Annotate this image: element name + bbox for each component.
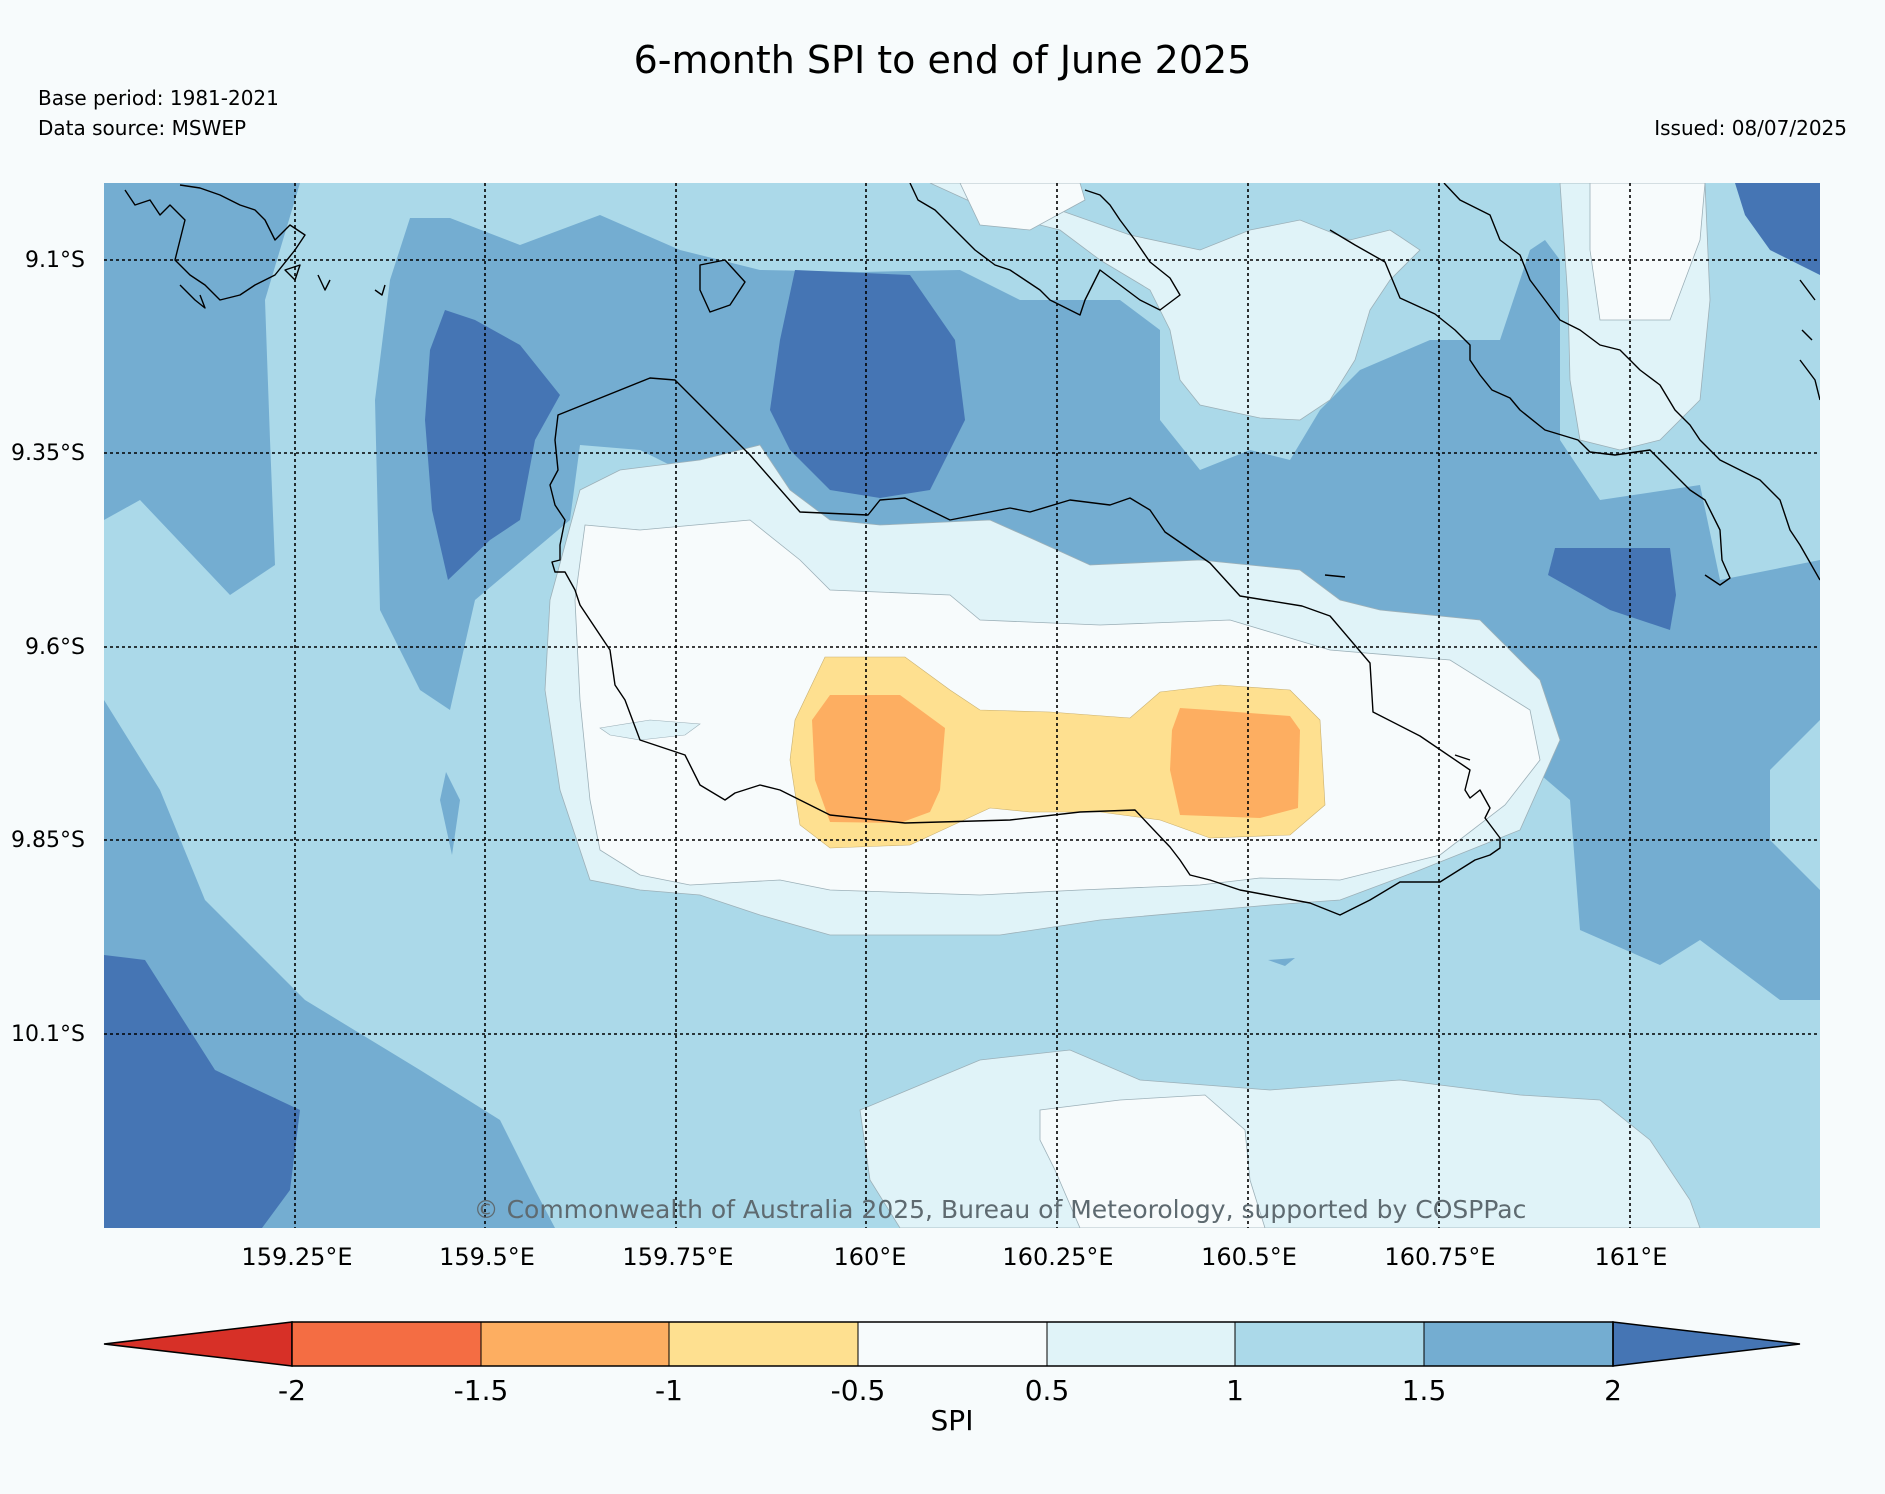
- lon-label-161: 161°E: [1595, 1243, 1668, 1271]
- lon-label-159.25: 159.25°E: [241, 1243, 352, 1271]
- issued-date-text: Issued: 08/07/2025: [1654, 116, 1847, 140]
- colorbar-swatch-high-extend: [1612, 1321, 1801, 1367]
- field-spi-gt-2: [104, 183, 1820, 1228]
- longitude-labels: 159.25°E 159.5°E 159.75°E 160°E 160.25°E…: [241, 1243, 1667, 1271]
- colorbar-tick-4: -0.5: [831, 1374, 886, 1407]
- lon-label-160: 160°E: [834, 1243, 907, 1271]
- colorbar-tick-5: 0.5: [1025, 1374, 1070, 1407]
- colorbar-tick-3: -1: [655, 1374, 683, 1407]
- lon-label-160.5: 160.5°E: [1201, 1243, 1297, 1271]
- colorbar-swatch-5: [1047, 1322, 1235, 1366]
- colorbar-tick-7: 1.5: [1402, 1374, 1447, 1407]
- colorbar-swatch-7: [1424, 1322, 1613, 1366]
- lat-label-9.35: 9.35°S: [11, 441, 85, 466]
- colorbar-swatch-4: [858, 1322, 1047, 1366]
- colorbar-tick-2: -1.5: [454, 1374, 509, 1407]
- map-title: 6-month SPI to end of June 2025: [633, 38, 1252, 82]
- colorbar: -2 -1.5 -1 -0.5 0.5 1 1.5 2 SPI: [103, 1321, 1801, 1437]
- latitude-labels: 9.1°S 9.35°S 9.6°S 9.85°S 10.1°S: [11, 248, 85, 1047]
- graticule: [104, 183, 1820, 1228]
- lon-label-160.25: 160.25°E: [1002, 1243, 1113, 1271]
- colorbar-frame: [291, 1321, 1614, 1367]
- field-spi-0.5-to-1-small: [599, 719, 701, 741]
- colorbar-swatch-6: [1235, 1322, 1424, 1366]
- colorbar-tick-1: -2: [278, 1374, 306, 1407]
- base-period-text: Base period: 1981-2021: [38, 86, 279, 110]
- colorbar-swatch-3: [669, 1322, 858, 1366]
- colorbar-swatch-2: [481, 1322, 669, 1366]
- colorbar-tick-6: 1: [1226, 1374, 1244, 1407]
- colorbar-swatch-low-extend: [103, 1321, 293, 1367]
- colorbar-swatch-1: [292, 1322, 481, 1366]
- lon-label-159.5: 159.5°E: [439, 1243, 535, 1271]
- spi-map: © Commonwealth of Australia 2025, Bureau…: [104, 183, 1820, 1228]
- colorbar-label: SPI: [931, 1404, 974, 1437]
- lon-label-160.75: 160.75°E: [1384, 1243, 1495, 1271]
- lat-label-10.1: 10.1°S: [11, 1022, 85, 1047]
- colorbar-dividers: [480, 1322, 1425, 1366]
- colorbar-tick-8: 2: [1604, 1374, 1622, 1407]
- lat-label-9.1: 9.1°S: [25, 248, 85, 273]
- lat-label-9.6: 9.6°S: [25, 635, 85, 660]
- lon-label-159.75: 159.75°E: [622, 1243, 733, 1271]
- copyright-text: © Commonwealth of Australia 2025, Bureau…: [474, 1195, 1527, 1224]
- lat-label-9.85: 9.85°S: [11, 828, 85, 853]
- data-source-text: Data source: MSWEP: [38, 116, 247, 140]
- field-spi-neg-1.5-to-neg-1: [812, 695, 1300, 823]
- colorbar-ticks: -2 -1.5 -1 -0.5 0.5 1 1.5 2: [278, 1374, 1622, 1407]
